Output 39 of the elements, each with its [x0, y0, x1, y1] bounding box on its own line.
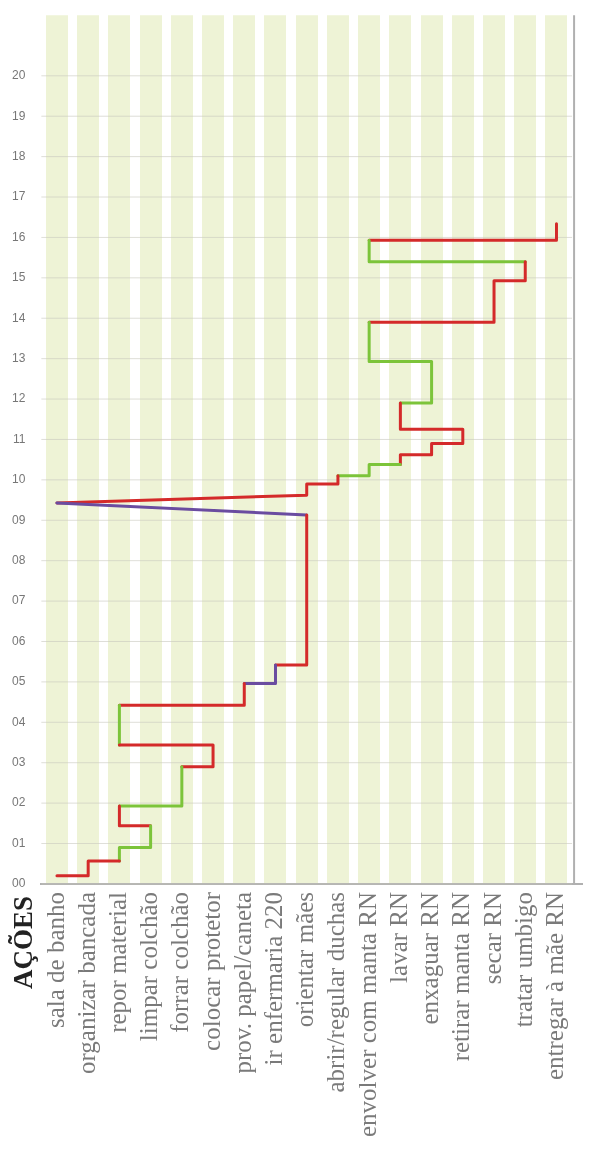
- x-tick-label: secar RN: [478, 891, 506, 985]
- y-tick-label: 17: [11, 189, 26, 204]
- x-tick-label: abrir/regular duchas: [322, 891, 350, 1093]
- y-tick-label: 04: [11, 714, 26, 729]
- x-tick-label: organizar bancada: [72, 891, 100, 1075]
- x-tick-label: sala de banho: [41, 891, 69, 1028]
- y-tick-label: 20: [11, 68, 26, 83]
- y-tick-label: 19: [11, 108, 26, 123]
- x-tick-label: envolver com manta RN: [353, 891, 381, 1138]
- y-tick-label: 07: [11, 593, 26, 608]
- y-tick-label: 01: [11, 835, 26, 850]
- y-tick-label: 05: [11, 674, 26, 689]
- y-tick-label: 14: [11, 310, 26, 325]
- x-tick-label: entregar à mãe RN: [541, 891, 569, 1081]
- x-tick-label: colocar protetor: [197, 891, 225, 1051]
- y-tick-label: 12: [11, 391, 26, 406]
- y-tick-label: 08: [11, 553, 26, 567]
- y-tick-label: 13: [11, 350, 26, 365]
- y-tick-label: 10: [11, 472, 26, 487]
- y-tick-label: 18: [11, 148, 26, 163]
- x-tick-label: lavar RN: [384, 891, 412, 983]
- x-tick-label: prov. papel/caneta: [228, 891, 256, 1074]
- x-tick-label: repor material: [103, 891, 131, 1033]
- y-tick-label: 06: [11, 633, 26, 648]
- x-tick-label: ir enfermaria 220: [260, 891, 288, 1066]
- y-tick-label: 03: [11, 755, 26, 770]
- x-tick-label: limpar colchão: [135, 891, 163, 1042]
- y-tick-label: 15: [11, 270, 26, 285]
- y-tick-label: 11: [12, 431, 26, 446]
- y-tick-label: 00: [11, 876, 26, 891]
- y-tick-label: 16: [11, 229, 26, 244]
- x-tick-label: tratar umbigo: [509, 891, 537, 1028]
- x-tick-label: orientar mães: [291, 891, 319, 1028]
- text: AÇÕES: [8, 895, 39, 989]
- y-tick-label: 09: [11, 512, 26, 527]
- x-tick-label: enxaguar RN: [416, 891, 444, 1025]
- x-tick-label: retirar manta RN: [447, 891, 475, 1062]
- y-tick-label: 02: [11, 795, 26, 810]
- x-tick-label: forrar colchão: [166, 891, 194, 1033]
